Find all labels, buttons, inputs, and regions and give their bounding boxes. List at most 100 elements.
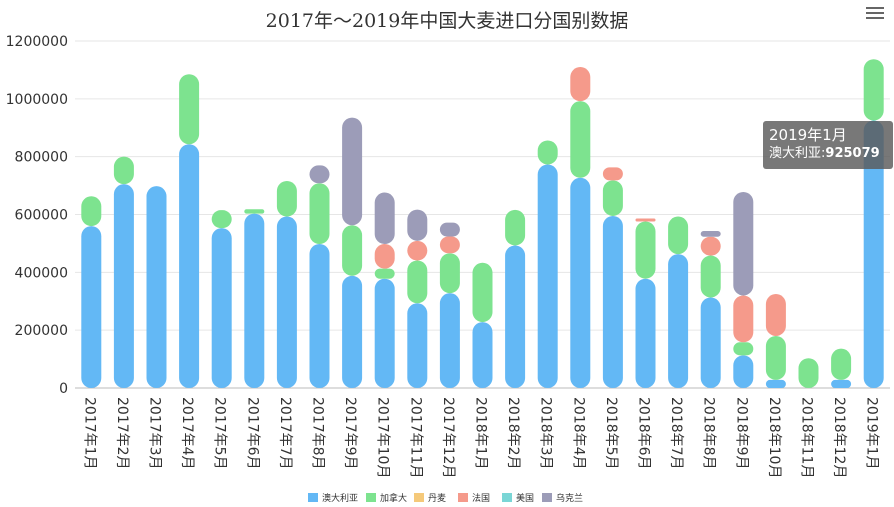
legend-item[interactable]: 加拿大 [366, 492, 407, 504]
bar-segment[interactable] [244, 209, 265, 214]
bar-segment[interactable] [700, 230, 721, 237]
bar-segment[interactable] [179, 74, 200, 145]
bar-segment[interactable] [342, 117, 363, 226]
bar-segment[interactable] [863, 59, 884, 121]
bar-segment[interactable] [211, 228, 232, 388]
bar-segment[interactable] [407, 209, 428, 241]
x-tick-label: 2019年1月 [864, 397, 880, 470]
bar-segment[interactable] [570, 177, 591, 388]
bar-segment[interactable] [700, 297, 721, 388]
y-tick-label: 800000 [15, 150, 68, 166]
bar-segment[interactable] [668, 216, 689, 255]
bar-segment[interactable] [472, 322, 493, 388]
bar-segment[interactable] [505, 245, 526, 388]
bar-segment[interactable] [537, 140, 558, 165]
bar-segment[interactable] [309, 183, 330, 244]
x-tick-label: 2018年6月 [636, 397, 652, 470]
legend-swatch [366, 493, 376, 502]
legend-item[interactable]: 丹麦 [414, 492, 446, 504]
bar-segment[interactable] [81, 196, 102, 227]
bar-segment[interactable] [374, 268, 395, 279]
bar-segment[interactable] [342, 225, 363, 276]
x-tick-label: 2018年11月 [799, 397, 815, 478]
bar-segment[interactable] [635, 218, 656, 222]
x-tick-label: 2018年8月 [701, 397, 717, 470]
y-tick-label: 1200000 [6, 34, 68, 50]
bar-segment[interactable] [439, 236, 460, 254]
legend-swatch [308, 493, 318, 502]
legend-label: 美国 [516, 492, 534, 504]
bar-segment[interactable] [146, 186, 167, 388]
bar-segment[interactable] [439, 222, 460, 237]
bar-segment[interactable] [537, 164, 558, 388]
bar-segment[interactable] [374, 278, 395, 388]
bar-segment[interactable] [700, 255, 721, 298]
bar-segment[interactable] [309, 165, 330, 184]
bar-segment[interactable] [276, 180, 297, 217]
bar-segment[interactable] [765, 335, 786, 380]
bar-segment[interactable] [602, 180, 623, 216]
legend-label: 丹麦 [428, 492, 446, 504]
bar-segment[interactable] [276, 216, 297, 388]
bar-segment[interactable] [570, 67, 591, 102]
x-tick-label: 2017年12月 [440, 397, 456, 478]
bar-segment[interactable] [733, 355, 754, 388]
bar-segment[interactable] [668, 254, 689, 388]
x-tick-label: 2017年6月 [244, 397, 260, 470]
x-tick-label: 2018年7月 [668, 397, 684, 470]
bar-segment[interactable] [635, 278, 656, 388]
x-tick-label: 2017年1月 [81, 397, 97, 470]
bar-segment[interactable] [472, 262, 493, 323]
legend-item[interactable]: 美国 [502, 492, 534, 504]
bar-segment[interactable] [765, 294, 786, 336]
bar-segment[interactable] [765, 379, 786, 388]
bar-segment[interactable] [244, 213, 265, 388]
bar-segment[interactable] [733, 342, 754, 356]
bar-segment[interactable] [374, 243, 395, 269]
bar-segment[interactable] [570, 101, 591, 178]
legend-label: 法国 [472, 492, 490, 504]
x-tick-label: 2017年11月 [407, 397, 423, 478]
bar-segment[interactable] [113, 184, 134, 388]
y-tick-label: 600000 [15, 208, 68, 224]
x-tick-label: 2017年4月 [179, 397, 195, 470]
bar-segment[interactable] [863, 120, 884, 388]
bar-segment[interactable] [407, 240, 428, 261]
bar-segment[interactable] [407, 303, 428, 388]
menu-icon[interactable] [866, 4, 884, 20]
y-tick-label: 400000 [15, 265, 68, 281]
legend-item[interactable]: 澳大利亚 [308, 492, 358, 504]
bar-segment[interactable] [407, 260, 428, 304]
bar-segment[interactable] [439, 253, 460, 294]
bar-segment[interactable] [831, 348, 852, 380]
x-tick-label: 2018年5月 [603, 397, 619, 470]
legend-item[interactable]: 法国 [458, 492, 490, 504]
legend-swatch [458, 493, 468, 502]
bar-segment[interactable] [700, 236, 721, 256]
bar-segment[interactable] [179, 144, 200, 388]
bar-segment[interactable] [733, 295, 754, 343]
bar-segment[interactable] [602, 167, 623, 181]
legend-swatch [414, 493, 424, 502]
bar-segment[interactable] [733, 191, 754, 296]
x-tick-label: 2017年3月 [147, 397, 163, 470]
y-tick-label: 0 [59, 381, 68, 397]
bar-segment[interactable] [439, 293, 460, 388]
bar-segment[interactable] [81, 226, 102, 388]
bar-segment[interactable] [342, 275, 363, 388]
bar-segment[interactable] [211, 210, 232, 229]
bar-segment[interactable] [635, 221, 656, 279]
bar-segment[interactable] [798, 358, 819, 388]
bar-segment[interactable] [602, 215, 623, 388]
legend-item[interactable]: 乌克兰 [542, 492, 583, 504]
x-tick-label: 2017年2月 [114, 397, 130, 470]
bar-segment[interactable] [505, 209, 526, 246]
x-tick-label: 2017年7月 [277, 397, 293, 470]
x-tick-label: 2018年9月 [733, 397, 749, 470]
bar-segment[interactable] [831, 379, 852, 388]
bar-segment[interactable] [309, 243, 330, 388]
bar-segment[interactable] [113, 156, 134, 185]
bar-segment[interactable] [374, 192, 395, 244]
